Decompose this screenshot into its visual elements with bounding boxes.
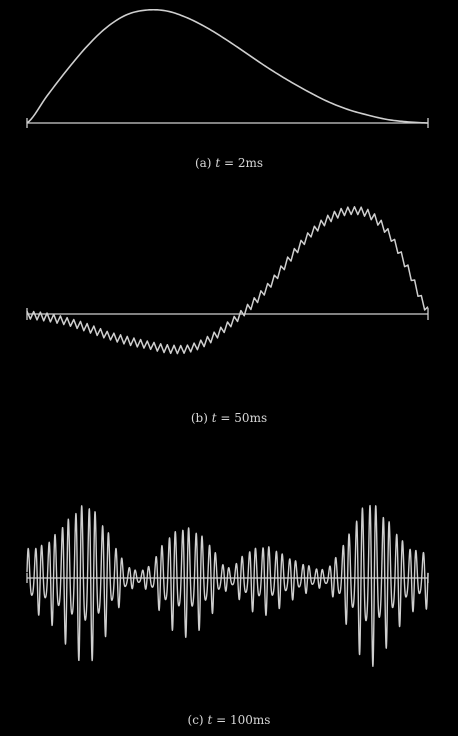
caption-a-value: 2 <box>237 156 246 170</box>
caption-c-variable: t <box>207 713 213 727</box>
caption-a-equals: = <box>223 156 235 170</box>
panel-a-series-line <box>26 8 429 124</box>
caption-a-variable: t <box>215 156 221 170</box>
panel-b-series-line <box>26 206 429 355</box>
caption-b-variable: t <box>211 411 217 425</box>
caption-a-unit: ms <box>245 156 264 170</box>
caption-c-equals: = <box>216 713 227 727</box>
chart-panel-a <box>26 8 429 128</box>
caption-a: (a) t = 2ms <box>0 156 458 170</box>
caption-c-unit: ms <box>252 713 271 727</box>
caption-c-prefix: (c) <box>187 713 204 727</box>
caption-b-equals: = <box>220 411 231 425</box>
caption-b: (b) t = 50ms <box>0 411 458 425</box>
chart-panel-b <box>26 206 429 355</box>
caption-c: (c) t = 100ms <box>0 713 458 727</box>
panel-c-series-line <box>26 504 429 667</box>
caption-b-unit: ms <box>249 411 268 425</box>
caption-b-value: 50 <box>234 411 250 425</box>
caption-a-prefix: (a) <box>194 156 212 170</box>
caption-b-prefix: (b) <box>190 411 208 425</box>
chart-panel-c <box>26 504 429 667</box>
caption-c-value: 100 <box>230 713 253 727</box>
